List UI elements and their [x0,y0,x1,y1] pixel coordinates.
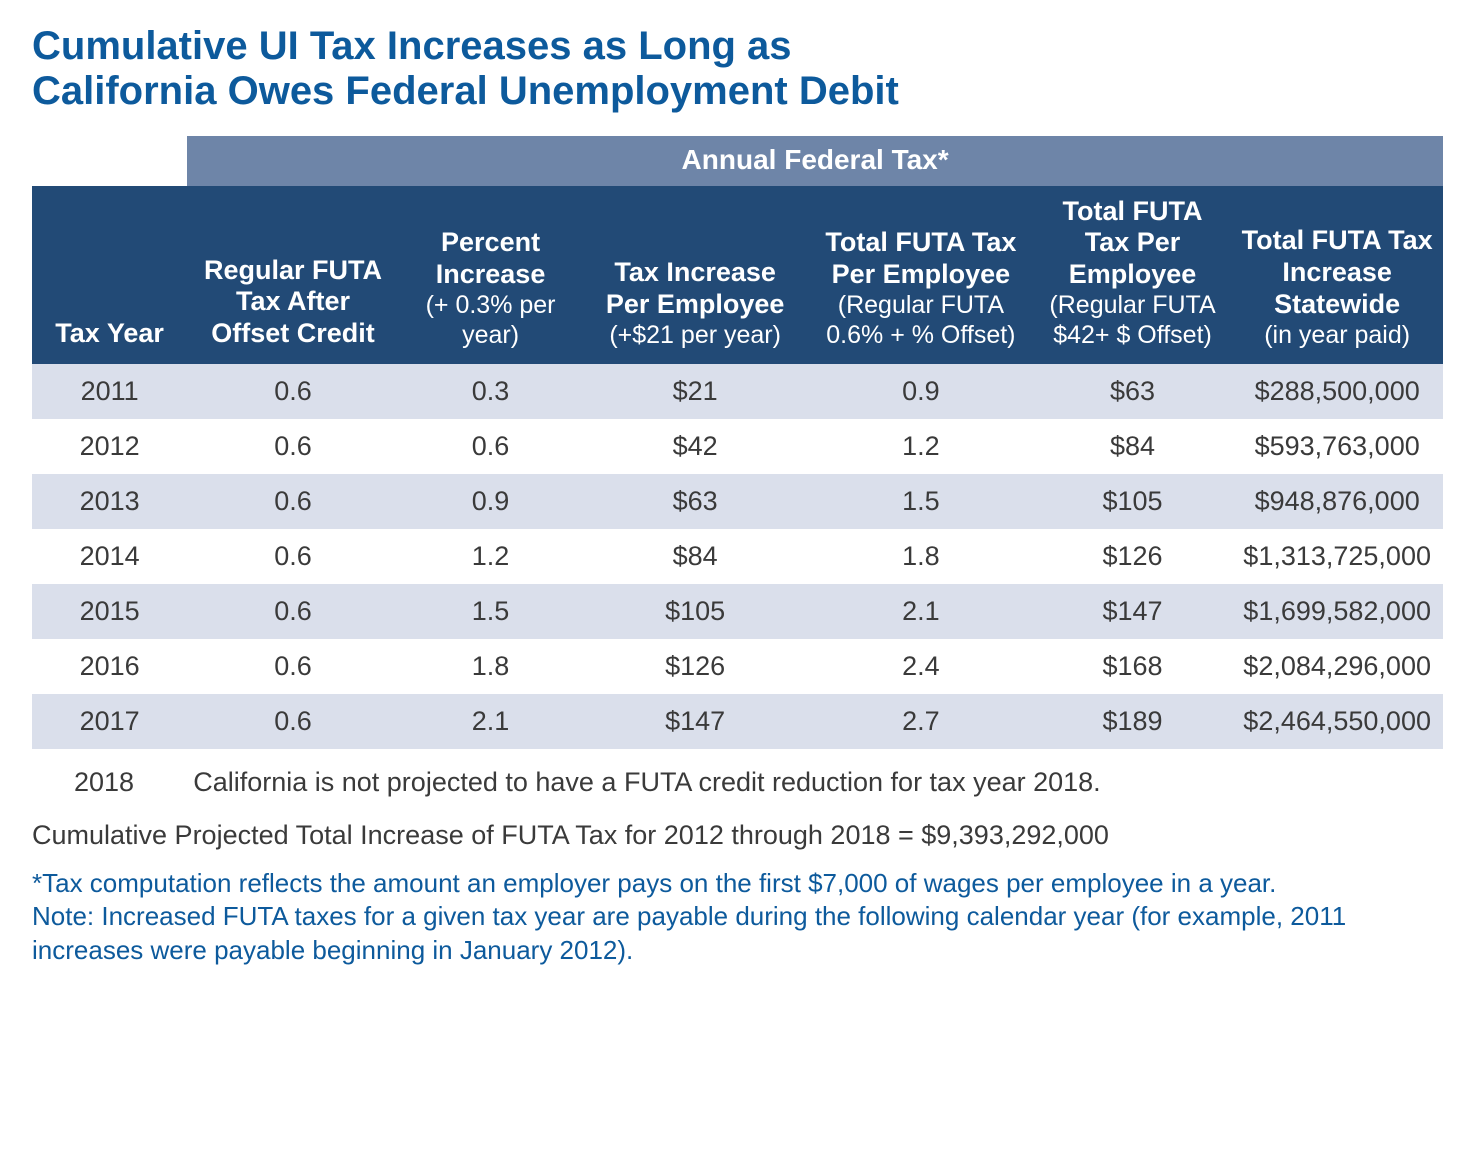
col-total-statewide: Total FUTA Tax Increase Statewide(in yea… [1231,186,1443,365]
table-row: 20170.62.1$1472.7$189$2,464,550,000 [32,694,1443,749]
col-total-futa-pct: Total FUTA Tax Per Employee(Regular FUTA… [808,186,1034,365]
cell-reg: 0.6 [187,584,399,639]
cumulative-total-line: Cumulative Projected Total Increase of F… [32,820,1443,851]
cell-state: $1,699,582,000 [1231,584,1443,639]
footnote: *Tax computation reflects the amount an … [32,867,1443,967]
futa-table: Annual Federal Tax* Tax Year Regular FUT… [32,136,1443,809]
cell-state: $288,500,000 [1231,364,1443,419]
note-2018-row: 2018 California is not projected to have… [32,749,1443,808]
title-line-2: California Owes Federal Unemployment Deb… [32,69,899,113]
cell-totpct: 1.8 [808,529,1034,584]
cell-totdol: $84 [1034,419,1232,474]
cell-totdol: $63 [1034,364,1232,419]
cell-incr: $21 [582,364,808,419]
col-regular-futa: Regular FUTA Tax After Offset Credit [187,186,399,365]
cell-state: $1,313,725,000 [1231,529,1443,584]
title-line-1: Cumulative UI Tax Increases as Long as [32,24,792,68]
cell-totpct: 2.4 [808,639,1034,694]
cell-incr: $105 [582,584,808,639]
cell-year: 2011 [32,364,187,419]
col-tax-increase-per-employee: Tax Increase Per Employee(+$21 per year) [582,186,808,365]
cell-pct: 1.8 [399,639,582,694]
banner-label: Annual Federal Tax* [187,136,1443,186]
cell-totpct: 0.9 [808,364,1034,419]
banner-row: Annual Federal Tax* [32,136,1443,186]
table-row: 20140.61.2$841.8$126$1,313,725,000 [32,529,1443,584]
cell-pct: 0.3 [399,364,582,419]
table-row: 20160.61.8$1262.4$168$2,084,296,000 [32,639,1443,694]
footnote-line-2: Note: Increased FUTA taxes for a given t… [32,901,1346,964]
cell-year: 2012 [32,419,187,474]
cell-incr: $42 [582,419,808,474]
note-2018-message: California is not projected to have a FU… [187,749,1443,808]
cell-totdol: $105 [1034,474,1232,529]
table-row: 20150.61.5$1052.1$147$1,699,582,000 [32,584,1443,639]
cell-year: 2017 [32,694,187,749]
cell-reg: 0.6 [187,364,399,419]
col-total-futa-dollar: Total FUTA Tax Per Employee(Regular FUTA… [1034,186,1232,365]
cell-totdol: $189 [1034,694,1232,749]
cell-totdol: $147 [1034,584,1232,639]
cell-state: $2,084,296,000 [1231,639,1443,694]
cell-incr: $147 [582,694,808,749]
footnote-line-1: *Tax computation reflects the amount an … [32,868,1276,898]
page-title: Cumulative UI Tax Increases as Long as C… [32,24,1443,114]
cell-year: 2015 [32,584,187,639]
note-2018-year: 2018 [32,749,187,808]
cell-totdol: $168 [1034,639,1232,694]
table-row: 20130.60.9$631.5$105$948,876,000 [32,474,1443,529]
cell-pct: 1.2 [399,529,582,584]
cell-totdol: $126 [1034,529,1232,584]
cell-totpct: 1.2 [808,419,1034,474]
cell-pct: 1.5 [399,584,582,639]
cell-state: $593,763,000 [1231,419,1443,474]
cell-reg: 0.6 [187,694,399,749]
column-header-row: Tax Year Regular FUTA Tax After Offset C… [32,186,1443,365]
cell-state: $948,876,000 [1231,474,1443,529]
col-percent-increase: Percent Increase(+ 0.3% per year) [399,186,582,365]
cell-year: 2013 [32,474,187,529]
cell-reg: 0.6 [187,419,399,474]
table-row: 20110.60.3$210.9$63$288,500,000 [32,364,1443,419]
cell-totpct: 2.1 [808,584,1034,639]
cell-totpct: 1.5 [808,474,1034,529]
cell-state: $2,464,550,000 [1231,694,1443,749]
cell-reg: 0.6 [187,639,399,694]
cell-incr: $126 [582,639,808,694]
cell-pct: 0.6 [399,419,582,474]
cell-year: 2014 [32,529,187,584]
table-body: 20110.60.3$210.9$63$288,500,00020120.60.… [32,364,1443,749]
cell-incr: $63 [582,474,808,529]
cell-reg: 0.6 [187,529,399,584]
col-tax-year: Tax Year [32,186,187,365]
cell-pct: 2.1 [399,694,582,749]
cell-reg: 0.6 [187,474,399,529]
cell-year: 2016 [32,639,187,694]
cell-incr: $84 [582,529,808,584]
cell-totpct: 2.7 [808,694,1034,749]
cell-pct: 0.9 [399,474,582,529]
table-row: 20120.60.6$421.2$84$593,763,000 [32,419,1443,474]
